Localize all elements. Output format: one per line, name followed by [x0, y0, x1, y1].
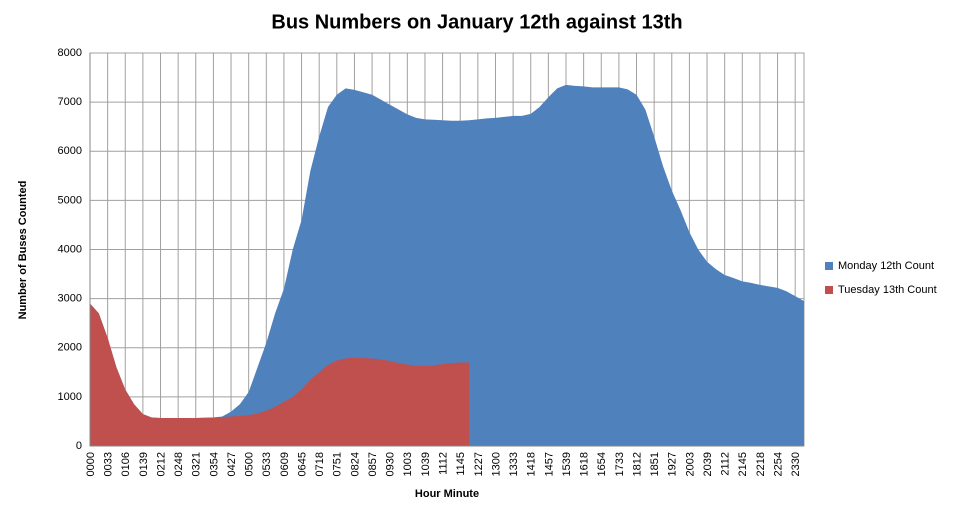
x-tick-label: 0857: [367, 452, 379, 476]
x-tick-label: 0533: [261, 452, 273, 476]
x-tick-label: 0930: [385, 452, 397, 476]
x-tick-label: 0500: [244, 452, 256, 476]
x-tick-label: 1333: [508, 452, 520, 476]
x-tick-label: 2003: [684, 452, 696, 476]
x-tick-label: 1539: [561, 452, 573, 476]
x-tick-label: 0212: [155, 452, 167, 476]
x-tick-label: 1039: [420, 452, 432, 476]
y-tick-label: 5000: [58, 194, 82, 206]
area: [90, 303, 470, 446]
x-tick-label: 1145: [455, 452, 467, 476]
x-tick-label: 1300: [490, 452, 502, 476]
y-axis-title: Number of Buses Counted: [17, 181, 29, 320]
y-tick-label: 0: [76, 440, 82, 452]
x-tick-label: 0427: [226, 452, 238, 476]
x-tick-label: 1003: [402, 452, 414, 476]
y-tick-label: 4000: [58, 243, 82, 255]
x-tick-label: 1418: [526, 452, 538, 476]
x-tick-label: 2254: [772, 452, 784, 476]
y-tick-label: 2000: [58, 342, 82, 354]
x-tick-label: 1227: [473, 452, 485, 476]
x-tick-label: 2039: [702, 452, 714, 476]
legend-swatch: [825, 262, 833, 270]
x-tick-label: 0321: [191, 452, 203, 476]
y-tick-label: 7000: [58, 96, 82, 108]
x-tick-label: 1654: [596, 452, 608, 476]
x-tick-label: 0000: [85, 452, 97, 476]
x-tick-label: 2330: [790, 452, 802, 476]
x-tick-label: 1812: [631, 452, 643, 476]
y-tick-label: 6000: [58, 145, 82, 157]
x-tick-label: 1112: [437, 452, 449, 475]
x-tick-label: 2112: [720, 452, 732, 476]
y-tick-label: 3000: [58, 293, 82, 305]
x-tick-label: 0033: [103, 452, 115, 476]
x-tick-label: 0354: [208, 452, 220, 476]
legend-label: Tuesday 13th Count: [838, 284, 937, 296]
legend-label: Monday 12th Count: [838, 260, 934, 272]
x-tick-label: 0751: [332, 452, 344, 476]
x-tick-label: 1927: [667, 452, 679, 476]
y-tick-label: 1000: [58, 391, 82, 403]
x-tick-label: 0106: [120, 452, 132, 476]
y-tick-label: 8000: [58, 47, 82, 59]
x-tick-label: 1457: [543, 452, 555, 476]
chart-title: Bus Numbers on January 12th against 13th: [271, 11, 682, 33]
x-tick-label: 2218: [755, 452, 767, 476]
x-tick-label: 2145: [737, 452, 749, 476]
x-tick-label: 0139: [138, 452, 150, 476]
x-tick-label: 0824: [349, 452, 361, 476]
x-tick-label: 0248: [173, 452, 185, 476]
x-axis-title: Hour Minute: [415, 488, 479, 500]
x-tick-label: 0718: [314, 452, 326, 476]
legend-swatch: [825, 286, 833, 294]
x-tick-label: 0645: [296, 452, 308, 476]
x-tick-label: 1618: [579, 452, 591, 476]
x-tick-label: 1851: [649, 452, 661, 476]
area: [90, 84, 804, 447]
x-tick-label: 1733: [614, 452, 626, 476]
x-tick-label: 0609: [279, 452, 291, 476]
